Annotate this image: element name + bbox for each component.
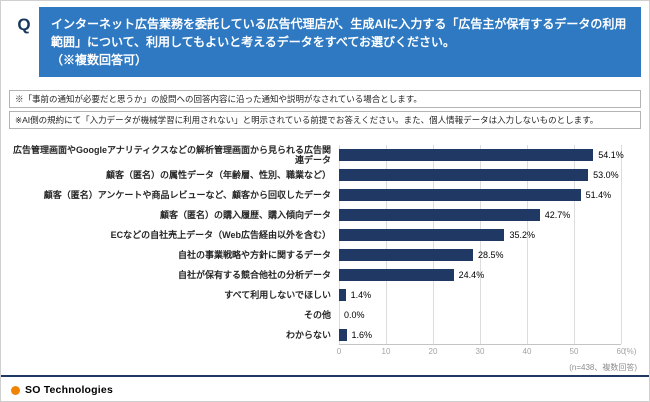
sample-size-note: (n=438、複数回答) (569, 363, 637, 373)
value-label: 28.5% (477, 250, 504, 261)
chart-row: 広告管理画面やGoogleアナリティクスなどの解析管理画面から見られる広告関連デ… (9, 145, 624, 166)
category-label: 自社が保有する競合他社の分析データ (177, 270, 331, 281)
gridline (339, 145, 340, 345)
bar (339, 149, 594, 162)
brand-dot-icon (11, 385, 20, 395)
chart-row: ECなどの自社売上データ（Web広告経由以外を含む） 35.2% (9, 225, 621, 245)
footer-divider (1, 375, 649, 378)
bar-area: 51.4% (339, 185, 621, 205)
q-column: Q (9, 7, 39, 77)
footer: SO Technologies (9, 377, 641, 396)
gridline (527, 145, 528, 345)
chart-row: 顧客（匿名）の属性データ（年齢層、性別、職業など） 53.0% (9, 165, 621, 185)
note-2: ※AI側の規約にて「入力データが機械学習に利用されない」と明示されている前提でお… (9, 111, 641, 130)
chart-rows: 広告管理画面やGoogleアナリティクスなどの解析管理画面から見られる広告関連デ… (9, 145, 624, 346)
q-label: Q (17, 15, 31, 34)
note-1: ※「事前の通知が必要だと思うか」の設問への回答内容に沿った通知や説明がなされてい… (9, 90, 641, 109)
bar (339, 269, 454, 282)
gridline (480, 145, 481, 345)
x-axis-ticks: 0 10 20 30 40 50 60 (%) (336, 345, 637, 359)
bar (339, 209, 540, 222)
x-axis-unit-label: (%) (624, 347, 637, 357)
x-tick-label: 0 (336, 347, 342, 357)
x-axis-spacer (9, 345, 339, 359)
category-label: 顧客（匿名）の購入履歴、購入傾向データ (159, 210, 331, 221)
chart-row: すべて利用しないでほしい 1.4% (9, 285, 621, 305)
bar-area: 54.1% (339, 145, 624, 165)
value-label: 1.4% (350, 290, 372, 301)
category-label: わからない (285, 330, 331, 341)
bar (339, 249, 473, 262)
x-tick-label: 30 (475, 347, 485, 357)
category-label: すべて利用しないでほしい (224, 290, 331, 301)
gridline (574, 145, 575, 345)
category-label: 広告管理画面やGoogleアナリティクスなどの解析管理画面から見られる広告関連デ… (12, 145, 331, 166)
sample-size-row: (n=438、複数回答) (9, 362, 637, 373)
bar-area: 0.0% (339, 305, 621, 325)
chart-row: 自社の事業戦略や方針に関するデータ 28.5% (9, 245, 621, 265)
bar (339, 329, 347, 342)
bar-area: 1.6% (339, 325, 621, 345)
chart-row: 顧客（匿名）の購入履歴、購入傾向データ 42.7% (9, 205, 621, 225)
bar (339, 289, 346, 302)
brand-name: SO Technologies (25, 384, 113, 397)
x-tick-label: 50 (569, 347, 579, 357)
question-text: インターネット広告業務を委託している広告代理店が、生成AIに入力する「広告主が保… (51, 17, 627, 67)
value-label: 24.4% (458, 270, 485, 281)
x-axis: 0 10 20 30 40 50 60 (%) (9, 345, 637, 359)
value-label: 35.2% (509, 230, 535, 241)
bar-area: 53.0% (339, 165, 621, 185)
category-label: その他 (303, 310, 331, 321)
bar (339, 169, 589, 182)
value-label: 1.6% (351, 330, 373, 341)
category-label: ECなどの自社売上データ（Web広告経由以外を含む） (110, 230, 331, 241)
x-tick-label: 60 (616, 347, 626, 357)
question-box: インターネット広告業務を委託している広告代理店が、生成AIに入力する「広告主が保… (39, 7, 641, 77)
chart-row: その他 0.0% (9, 305, 621, 325)
gridline (386, 145, 387, 345)
x-tick-label: 20 (428, 347, 438, 357)
category-label: 顧客（匿名）アンケートや商品レビューなど、顧客から回収したデータ (43, 190, 331, 201)
question-header: Q インターネット広告業務を委託している広告代理店が、生成AIに入力する「広告主… (9, 7, 641, 77)
value-label: 0.0% (344, 310, 365, 321)
bar-area: 1.4% (339, 285, 621, 305)
chart-row: 自社が保有する競合他社の分析データ 24.4% (9, 265, 621, 285)
x-tick-label: 40 (522, 347, 532, 357)
chart-row: 顧客（匿名）アンケートや商品レビューなど、顧客から回収したデータ 51.4% (9, 185, 621, 205)
x-tick-label: 10 (381, 347, 391, 357)
category-label: 自社の事業戦略や方針に関するデータ (177, 250, 331, 261)
chart-row: わからない 1.6% (9, 325, 621, 345)
value-label: 42.7% (544, 210, 571, 221)
bar-area: 35.2% (339, 225, 621, 245)
gridline (433, 145, 434, 345)
notes-section: ※「事前の通知が必要だと思うか」の設問への回答内容に沿った通知や説明がなされてい… (9, 90, 641, 130)
bar (339, 189, 581, 202)
bar-area: 24.4% (339, 265, 621, 285)
category-label: 顧客（匿名）の属性データ（年齢層、性別、職業など） (105, 170, 331, 181)
horizontal-bar-chart: 広告管理画面やGoogleアナリティクスなどの解析管理画面から見られる広告関連デ… (9, 145, 637, 359)
value-label: 54.1% (598, 150, 624, 161)
bar-area: 42.7% (339, 205, 621, 225)
gridlines (339, 145, 622, 346)
bar (339, 229, 505, 242)
value-label: 51.4% (585, 190, 612, 201)
bar-area: 28.5% (339, 245, 621, 265)
value-label: 53.0% (593, 170, 619, 181)
gridline (621, 145, 622, 345)
